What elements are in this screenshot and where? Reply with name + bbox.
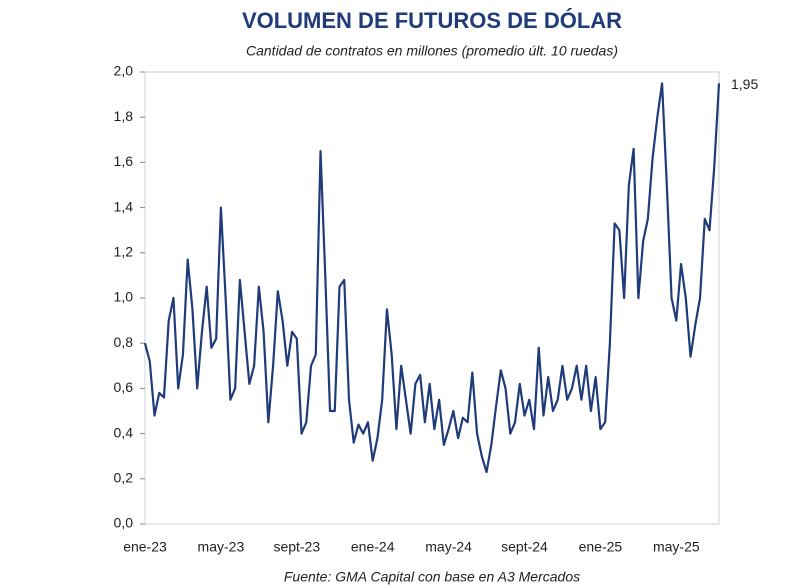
plot-frame bbox=[144, 71, 720, 525]
x-tick-label: may-25 bbox=[653, 539, 700, 555]
x-tick-label: sept-23 bbox=[273, 539, 320, 555]
y-tick-label: 2,0 bbox=[114, 63, 134, 79]
x-tick-label: sept-24 bbox=[501, 539, 548, 555]
y-tick-label: 0,4 bbox=[114, 424, 134, 440]
y-tick-label: 0,8 bbox=[114, 334, 134, 350]
chart-title: VOLUMEN DE FUTUROS DE DÓLAR bbox=[242, 8, 622, 33]
y-tick-label: 1,2 bbox=[114, 244, 134, 260]
x-tick-label: may-23 bbox=[198, 539, 245, 555]
y-tick-label: 1,0 bbox=[114, 289, 134, 305]
y-tick-label: 0,0 bbox=[114, 515, 134, 531]
y-tick-label: 0,2 bbox=[114, 470, 134, 486]
x-tick-label: ene-23 bbox=[123, 539, 167, 555]
y-tick-label: 0,6 bbox=[114, 379, 134, 395]
y-tick-label: 1,4 bbox=[114, 198, 134, 214]
y-tick-label: 1,8 bbox=[114, 108, 134, 124]
last-value-label: 1,95 bbox=[731, 76, 758, 92]
x-tick-label: may-24 bbox=[425, 539, 472, 555]
y-tick-label: 1,6 bbox=[114, 153, 134, 169]
x-tick-label: ene-24 bbox=[351, 539, 395, 555]
x-tick-label: ene-25 bbox=[579, 539, 623, 555]
source: Fuente: GMA Capital con base en A3 Merca… bbox=[284, 569, 580, 585]
chart-subtitle: Cantidad de contratos en millones (prome… bbox=[246, 43, 618, 59]
data-line bbox=[143, 82, 721, 474]
